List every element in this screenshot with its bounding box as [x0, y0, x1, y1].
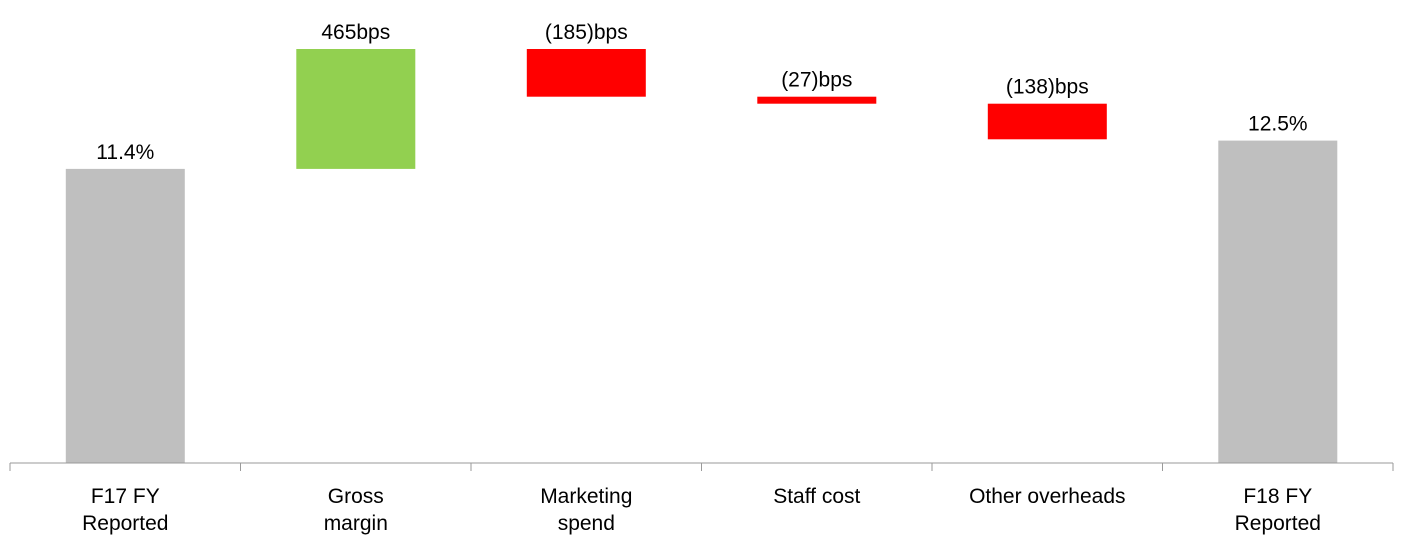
category-label-line: Staff cost: [773, 485, 860, 508]
bar-delta-4: [987, 103, 1107, 140]
bars-layer: [65, 49, 1338, 463]
bar-delta-3: [757, 96, 877, 104]
data-label: 465bps: [321, 21, 390, 44]
category-label: F17 FY Reported: [82, 485, 168, 535]
bar-delta-2: [526, 49, 646, 97]
bar-total-5: [1218, 140, 1338, 463]
category-label-line: Marketing: [540, 485, 632, 508]
data-label: (138)bps: [1006, 76, 1089, 99]
bar-delta-1: [296, 49, 416, 169]
category-label-line: Gross: [328, 485, 384, 508]
data-label: (27)bps: [781, 69, 852, 92]
category-label: Gross margin: [324, 485, 388, 535]
category-label-line: F17 FY: [91, 485, 160, 508]
data-labels: 11.4% 465bps (185)bps (27)bps (138)bps 12.5%: [96, 21, 1307, 164]
x-axis: [9, 462, 1394, 471]
category-label: Staff cost: [773, 485, 860, 508]
category-labels: F17 FY Reported Gross margin Marketing spend S…: [82, 485, 1321, 535]
category-label-line: F18 FY: [1243, 485, 1312, 508]
data-label: 12.5%: [1248, 113, 1308, 136]
category-label-line: margin: [324, 512, 388, 535]
data-label: (185)bps: [545, 21, 628, 44]
category-label: Marketing spend: [540, 485, 632, 535]
category-label-line: Reported: [82, 512, 168, 535]
category-label-line: Other overheads: [969, 485, 1125, 508]
category-label-line: spend: [558, 512, 615, 535]
data-label: 11.4%: [96, 141, 154, 164]
category-label-line: Reported: [1235, 512, 1321, 535]
category-label: Other overheads: [969, 485, 1125, 508]
category-label: F18 FY Reported: [1235, 485, 1321, 535]
bar-total-0: [65, 168, 185, 463]
